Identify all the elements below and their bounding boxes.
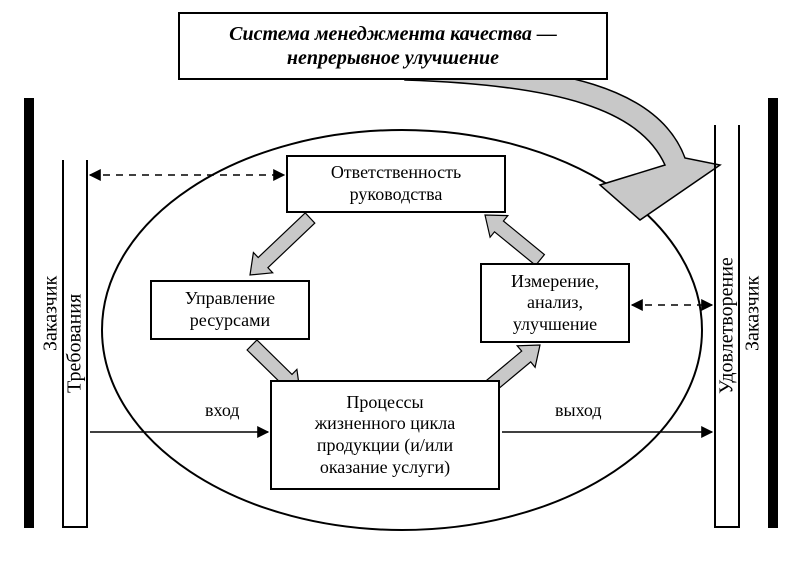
node-resources: Управление ресурсами	[150, 280, 310, 340]
right-customer-label: Заказчик	[740, 98, 766, 528]
left-customer-label: Заказчик	[38, 98, 64, 528]
node-measurement: Измерение, анализ, улучшение	[480, 263, 630, 343]
node-measurement-l1: Измерение,	[511, 271, 599, 291]
node-processes: Процессы жизненного цикла продукции (и/и…	[270, 380, 500, 490]
node-measurement-l3: улучшение	[513, 314, 597, 334]
node-responsibility-l1: Ответственность	[331, 162, 461, 182]
node-resources-l2: ресурсами	[190, 310, 270, 330]
cycle-arrow	[250, 213, 315, 275]
title-box: Система менеджмента качества — непрерывн…	[178, 12, 608, 80]
cycle-arrow	[485, 215, 544, 265]
node-processes-l4: оказание услуги)	[320, 457, 450, 477]
node-resources-l1: Управление	[185, 288, 275, 308]
node-responsibility-l2: руководства	[350, 184, 443, 204]
node-processes-l3: продукции (и/или	[317, 435, 453, 455]
node-measurement-l2: анализ,	[527, 292, 583, 312]
right-bar	[768, 98, 778, 528]
title-line2: непрерывное улучшение	[287, 47, 499, 69]
title-line1: Система менеджмента качества —	[229, 23, 557, 45]
node-processes-l2: жизненного цикла	[315, 413, 455, 433]
node-processes-l1: Процессы	[346, 392, 423, 412]
node-responsibility: Ответственность руководства	[286, 155, 506, 213]
label-output: выход	[555, 400, 602, 421]
label-input: вход	[205, 400, 239, 421]
diagram-canvas: Система менеджмента качества — непрерывн…	[0, 0, 804, 574]
left-bar	[24, 98, 34, 528]
left-requirements-label: Требования	[62, 160, 88, 528]
right-satisfaction-label: Удовлетворение	[714, 125, 740, 528]
